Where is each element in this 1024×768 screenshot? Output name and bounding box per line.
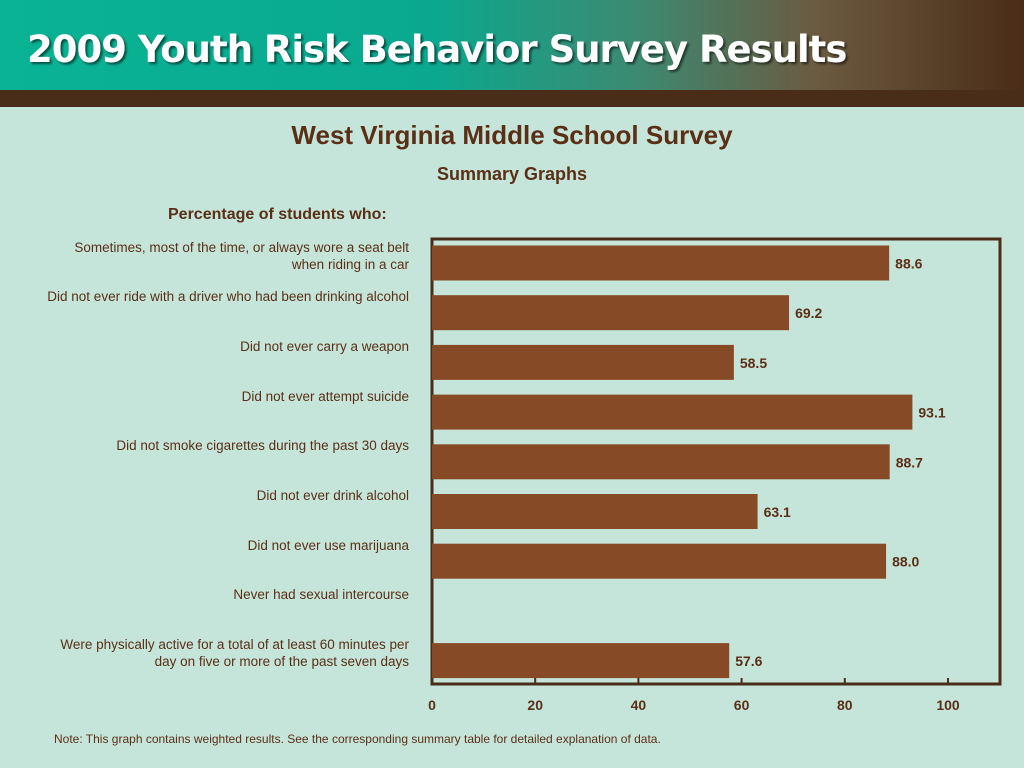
bar-value-label: 88.0	[892, 554, 919, 570]
bar-value-label: 93.1	[918, 405, 945, 421]
banner-title: 2009 Youth Risk Behavior Survey Results	[27, 28, 847, 71]
x-tick-label: 80	[837, 697, 853, 713]
x-tick-label: 20	[527, 697, 543, 713]
chart-title: West Virginia Middle School Survey	[291, 120, 733, 150]
category-label: Did not ever carry a weapon	[240, 338, 409, 354]
bar	[432, 394, 913, 430]
bar	[432, 344, 734, 380]
header-banner: 2009 Youth Risk Behavior Survey Results	[0, 0, 1024, 90]
bar-value-label: 63.1	[764, 504, 791, 520]
bar-value-label: 58.5	[740, 355, 767, 371]
bar	[432, 444, 890, 480]
category-label: Did not ever use marijuana	[247, 537, 409, 553]
x-tick-label: 60	[734, 697, 750, 713]
footnote: Note: This graph contains weighted resul…	[54, 732, 661, 746]
category-label: Did not ever ride with a driver who had …	[47, 289, 409, 305]
header-band	[0, 90, 1024, 107]
category-label: Did not smoke cigarettes during the past…	[116, 438, 409, 454]
bar	[432, 643, 730, 679]
category-label: Did not ever drink alcohol	[256, 488, 409, 503]
bar	[432, 494, 758, 529]
bar-value-label: 88.6	[895, 256, 922, 272]
category-label: Never had sexual intercourse	[233, 587, 409, 603]
bar	[432, 245, 890, 281]
chart-subtitle: Summary Graphs	[436, 164, 588, 184]
x-tick-label: 40	[631, 697, 647, 713]
bar-value-label: 57.6	[735, 653, 762, 669]
bar-value-label: 88.7	[896, 454, 923, 470]
category-label: Did not ever attempt suicide	[241, 388, 409, 404]
category-label: Were physically active for a total of at…	[60, 637, 409, 670]
bar-value-label: 69.2	[795, 305, 822, 321]
x-tick-label: 100	[936, 697, 960, 713]
x-tick-label: 0	[428, 697, 436, 713]
category-label: Sometimes, most of the time, or always w…	[74, 239, 409, 272]
bar	[432, 543, 887, 579]
chart-prompt: Percentage of students who:	[168, 206, 387, 223]
bar	[432, 295, 790, 331]
